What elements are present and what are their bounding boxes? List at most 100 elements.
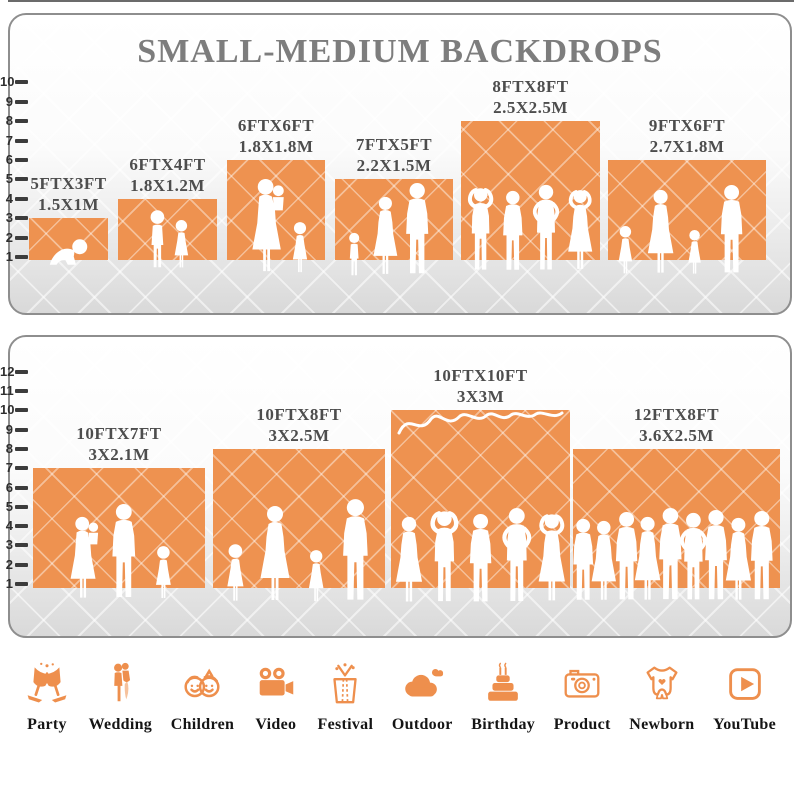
backdrop-6ftx4ft <box>118 198 217 260</box>
people-silhouette <box>65 516 105 602</box>
ruler-tick <box>15 255 28 259</box>
ruler-tick <box>15 408 28 413</box>
ruler-tick <box>15 99 28 104</box>
ruler-tick <box>15 504 28 509</box>
backdrop-size-label: 6FTX6FT 1.8X1.8M <box>238 115 314 157</box>
people-silhouette <box>615 225 636 277</box>
ruler-number: 4 <box>5 190 13 206</box>
category-label: YouTube <box>713 716 776 733</box>
party-glasses-icon <box>27 662 67 703</box>
category-item-video: Video <box>253 661 299 734</box>
category-item-wedding: Wedding <box>89 661 152 734</box>
people-silhouette <box>246 178 291 276</box>
backdrop-size-label: 10FTX8FT 3X2.5M <box>256 404 341 446</box>
ruler-number: 6 <box>5 152 13 167</box>
ruler-tick <box>15 216 28 221</box>
ruler-tick <box>15 196 28 201</box>
ruler-number: 10 <box>0 402 15 418</box>
youtube-play-icon <box>728 668 761 700</box>
category-legend: Party Wedding Children Video Festival Outdoor… <box>0 661 800 734</box>
people-silhouette <box>369 196 402 278</box>
category-label: Party <box>27 716 67 733</box>
people-silhouette <box>643 189 678 277</box>
people-silhouette <box>145 209 170 271</box>
ruler-tick <box>15 543 28 548</box>
ruler-number: 8 <box>5 113 13 129</box>
children-faces-icon <box>184 668 221 698</box>
ruler-tick <box>15 582 28 586</box>
photo-camera-icon <box>564 669 600 698</box>
backdrop-size-m: 3X3M <box>456 387 505 407</box>
people-silhouette <box>425 509 464 606</box>
ruler-tick <box>15 485 28 490</box>
ruler-tick <box>15 466 28 471</box>
backdrop-size-ft: 10FTX8FT <box>256 404 342 424</box>
page-title: SMALL-MEDIUM BACKDROPS <box>137 33 663 70</box>
category-item-festival: Festival <box>318 661 374 734</box>
backdrop-size-m: 2.5X2.5M <box>493 98 568 118</box>
people-silhouette <box>334 498 377 605</box>
category-label: Video <box>255 716 297 733</box>
ruler-number: 8 <box>5 440 13 456</box>
backdrop-size-ft: 7FTX5FT <box>355 135 433 155</box>
backdrop-size-ft: 9FTX6FT <box>648 116 726 135</box>
cloud-icon <box>405 669 444 697</box>
ruler-number: 1 <box>5 249 13 264</box>
category-label: Festival <box>317 716 374 733</box>
video-camera-icon <box>259 667 294 696</box>
ruler-number: 3 <box>5 210 13 226</box>
ruler-number: 2 <box>5 229 13 245</box>
ruler-tick <box>15 177 28 182</box>
people-silhouette <box>152 545 175 602</box>
script-squiggle-decor <box>397 411 564 435</box>
people-silhouette <box>497 507 537 606</box>
ruler-number: 3 <box>5 537 13 553</box>
ruler-number: 7 <box>5 460 13 476</box>
people-silhouette <box>462 513 499 606</box>
people-silhouette <box>223 543 248 605</box>
ruler-tick <box>15 562 28 567</box>
people-silhouette <box>255 505 295 605</box>
backdrop-size-label: 10FTX10FT 3X3M <box>433 365 527 407</box>
category-label: Outdoor <box>391 716 453 733</box>
ruler-tick <box>15 138 28 143</box>
backdrop-size-ft: 6FTX6FT <box>237 116 315 135</box>
backdrop-size-label: 8FTX8FT 2.5X2.5M <box>492 76 568 118</box>
people-silhouette <box>46 237 91 267</box>
ruler-number: 9 <box>5 421 13 437</box>
category-item-birthday: Birthday <box>471 661 535 734</box>
backdrop-size-label: 5FTX3FT 1.5X1M <box>30 173 106 215</box>
ruler-tick <box>15 158 28 162</box>
ruler-tick <box>15 427 28 432</box>
backdrop-size-ft: 10FTX10FT <box>433 366 528 386</box>
baby-onesie-icon <box>646 666 678 700</box>
people-silhouette <box>685 229 704 277</box>
backdrop-size-ft: 12FTX8FT <box>633 404 720 424</box>
people-silhouette <box>743 510 781 604</box>
ruler-tick <box>15 524 28 529</box>
category-item-outdoor: Outdoor <box>392 661 453 734</box>
wedding-couple-icon <box>114 662 131 702</box>
backdrop-size-m: 3X2.1M <box>88 445 150 465</box>
people-silhouette <box>305 549 327 605</box>
backdrop-size-ft: 10FTX7FT <box>76 424 162 444</box>
backdrop-size-label: 10FTX7FT 3X2.1M <box>76 423 161 465</box>
people-silhouette <box>104 503 144 602</box>
category-label: Wedding <box>88 716 153 733</box>
ruler-tick <box>15 389 28 393</box>
ruler-number: 5 <box>5 498 13 514</box>
ruler-number: 6 <box>5 479 13 495</box>
ruler-tick <box>15 369 28 374</box>
backdrop-size-m: 1.8X1.2M <box>130 175 205 195</box>
backdrop-size-label: 9FTX6FT 2.7X1.8M <box>649 115 725 157</box>
backdrop-size-m: 2.2X1.5M <box>356 156 432 176</box>
backdrop-size-ft: 8FTX8FT <box>492 77 569 97</box>
backdrop-size-ft: 5FTX3FT <box>30 174 107 194</box>
ruler-tick <box>15 80 28 85</box>
backdrop-size-m: 2.7X1.8M <box>649 137 725 156</box>
category-item-product: Product <box>554 661 611 734</box>
people-silhouette <box>289 221 311 276</box>
ruler-number: 4 <box>5 518 13 534</box>
ruler-number: 9 <box>5 93 13 109</box>
ruler-number: 5 <box>5 171 13 187</box>
